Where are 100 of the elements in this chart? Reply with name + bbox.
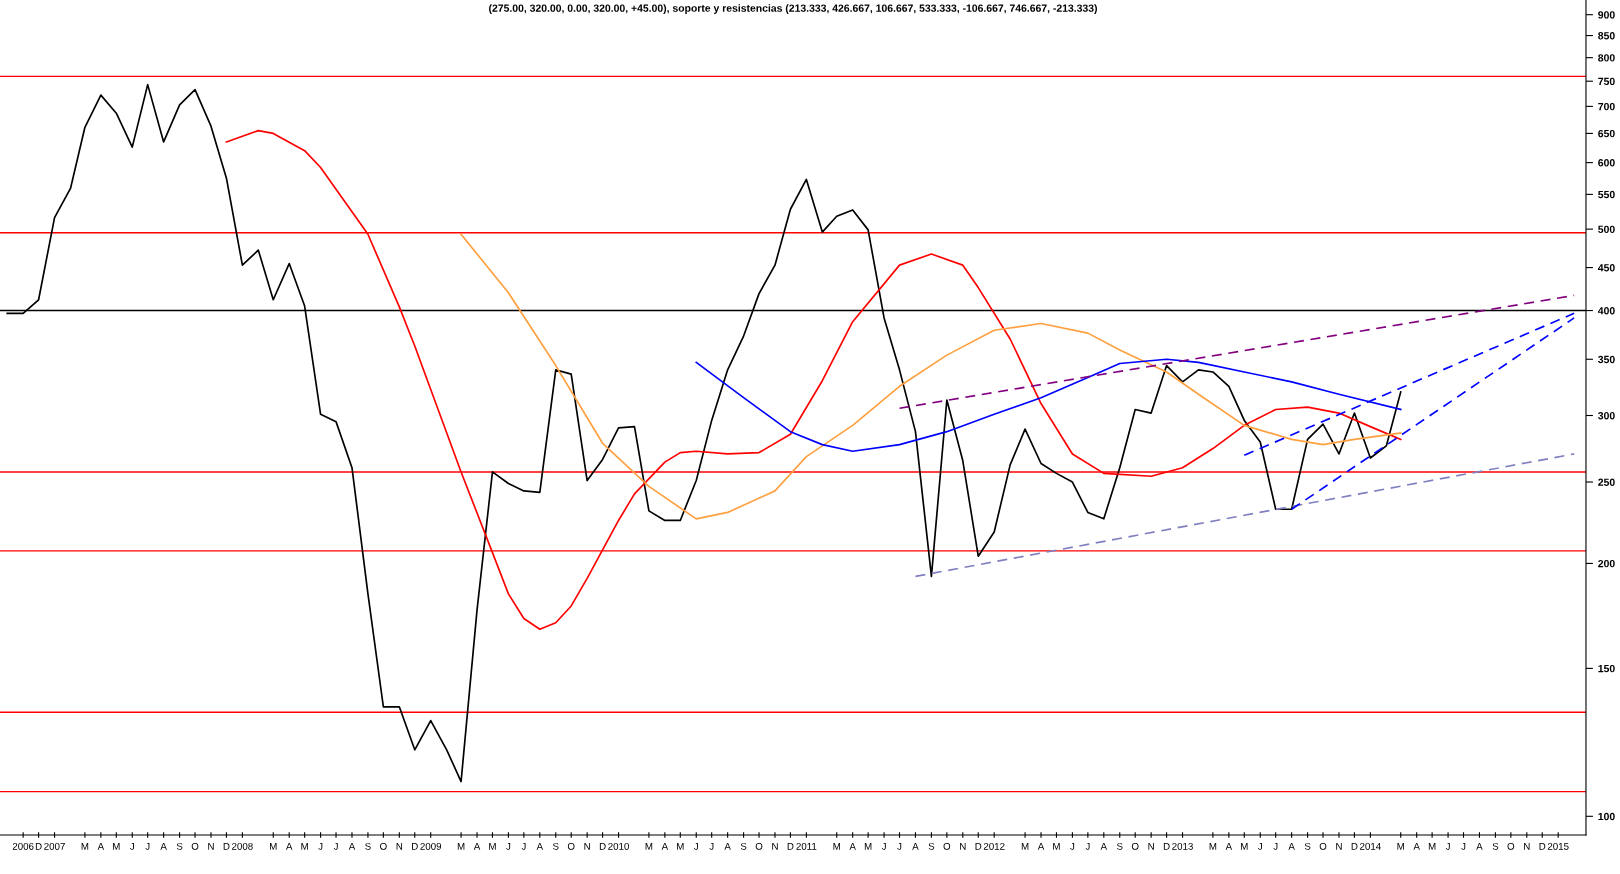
x-tick-label: J	[333, 843, 338, 850]
x-tick-label: 2006	[12, 842, 34, 850]
x-tick-label: S	[552, 842, 559, 850]
chart-title: (275.00, 320.00, 0.00, 320.00, +45.00), soporte y resistencias (213.333, 426.667, 106.667, 533.333, -106.667, 746.667, -213.333)	[489, 4, 1097, 14]
x-tick-label: M	[1209, 843, 1217, 850]
x-tick-label: A	[348, 843, 356, 850]
x-tick-label: N	[960, 843, 966, 850]
x-tick-label: N	[208, 843, 214, 850]
x-tick-label: 2010	[608, 842, 629, 850]
x-tick-label: J	[1445, 843, 1450, 850]
x-tick-label: M	[1397, 843, 1404, 850]
x-tick-label: D	[35, 843, 42, 850]
x-tick-label: A	[849, 843, 856, 850]
x-tick-label: M	[833, 843, 840, 850]
y-tick-label: 400	[1597, 307, 1615, 315]
x-tick-label: O	[1319, 842, 1327, 850]
x-tick-label: M	[677, 843, 684, 850]
x-tick-label: M	[301, 843, 308, 850]
x-tick-label: O	[943, 842, 951, 850]
x-tick-label: D	[1163, 843, 1170, 850]
x-tick-label: D	[975, 843, 982, 850]
x-tick-label: N	[396, 843, 403, 850]
x-tick-label: J	[709, 843, 714, 850]
x-tick-label: A	[1037, 843, 1045, 850]
x-tick-label: A	[1288, 843, 1295, 850]
x-tick-label: D	[1351, 843, 1358, 850]
y-tick-label: 350	[1598, 355, 1615, 364]
x-tick-label: N	[1524, 843, 1530, 850]
x-tick-label: D	[1539, 843, 1546, 850]
x-tick-label: N	[1148, 843, 1154, 850]
x-tick-label: M	[457, 843, 465, 850]
x-tick-label: M	[1021, 843, 1029, 850]
x-tick-label: M	[864, 843, 872, 850]
x-tick-label: D	[223, 843, 230, 850]
x-tick-label: S	[928, 842, 935, 850]
x-tick-label: J	[1085, 843, 1090, 850]
y-tick-label: 650	[1598, 129, 1615, 138]
x-tick-label: M	[1428, 843, 1436, 850]
y-tick-label: 150	[1598, 664, 1615, 673]
x-tick-label: 2014	[1360, 842, 1381, 850]
x-tick-label: N	[584, 843, 590, 850]
y-tick-label: 500	[1598, 225, 1615, 234]
x-tick-label: 2011	[796, 842, 817, 850]
x-tick-label: O	[380, 842, 387, 850]
x-tick-label: J	[881, 843, 886, 850]
x-tick-label: O	[1131, 842, 1139, 850]
x-tick-label: O	[567, 842, 575, 850]
x-tick-label: O	[1507, 842, 1515, 850]
y-tick-label: 250	[1598, 478, 1615, 486]
x-tick-label: J	[693, 843, 698, 850]
y-tick-label: 300	[1598, 412, 1615, 420]
x-tick-label: 2012	[983, 842, 1005, 850]
x-tick-label: A	[1476, 843, 1483, 850]
x-tick-label: J	[897, 843, 902, 850]
y-tick-label: 850	[1598, 32, 1615, 40]
y-tick-label: 800	[1598, 54, 1615, 62]
x-tick-label: 2009	[420, 842, 442, 850]
x-tick-label: A	[97, 843, 105, 850]
x-tick-label: D	[599, 843, 606, 850]
x-tick-label: 2013	[1172, 842, 1193, 850]
x-tick-label: 2008	[232, 842, 253, 850]
x-tick-label: D	[412, 843, 418, 850]
x-tick-label: S	[740, 842, 747, 850]
x-tick-label: A	[912, 843, 919, 850]
y-tick-label: 100	[1598, 812, 1615, 821]
x-tick-label: J	[145, 843, 150, 850]
x-tick-label: N	[1336, 843, 1342, 850]
x-tick-label: M	[645, 843, 653, 850]
y-tick-label: 600	[1598, 159, 1615, 167]
x-tick-label: J	[1070, 843, 1075, 850]
x-tick-label: A	[1100, 843, 1108, 850]
x-tick-label: A	[285, 843, 293, 850]
x-tick-label: J	[506, 843, 511, 850]
x-tick-label: N	[772, 843, 778, 850]
x-tick-label: S	[1116, 842, 1123, 850]
x-tick-label: J	[1273, 843, 1278, 850]
x-tick-label: 2015	[1547, 842, 1569, 850]
x-tick-label: O	[191, 842, 199, 850]
y-tick-label: 900	[1598, 11, 1615, 19]
x-tick-label: A	[1225, 843, 1233, 850]
x-tick-label: S	[176, 842, 183, 850]
y-tick-label: 550	[1598, 190, 1615, 199]
x-tick-label: J	[521, 843, 526, 850]
x-tick-label: A	[1413, 843, 1420, 850]
x-tick-label: M	[1053, 843, 1060, 850]
y-tick-label: 700	[1598, 102, 1615, 111]
x-tick-label: A	[724, 843, 731, 850]
x-tick-label: J	[129, 843, 134, 850]
x-tick-label: A	[661, 843, 669, 850]
x-tick-label: M	[1241, 843, 1248, 850]
y-tick-label: 750	[1598, 77, 1615, 86]
x-tick-label: M	[270, 843, 277, 850]
x-tick-label: J	[1461, 843, 1466, 850]
x-tick-label: S	[1304, 842, 1311, 850]
x-tick-label: S	[1492, 842, 1499, 850]
x-tick-label: O	[755, 842, 763, 850]
x-tick-label: D	[787, 843, 794, 850]
x-tick-label: A	[536, 843, 544, 850]
y-tick-label: 450	[1597, 264, 1615, 272]
x-tick-label: M	[489, 843, 496, 850]
